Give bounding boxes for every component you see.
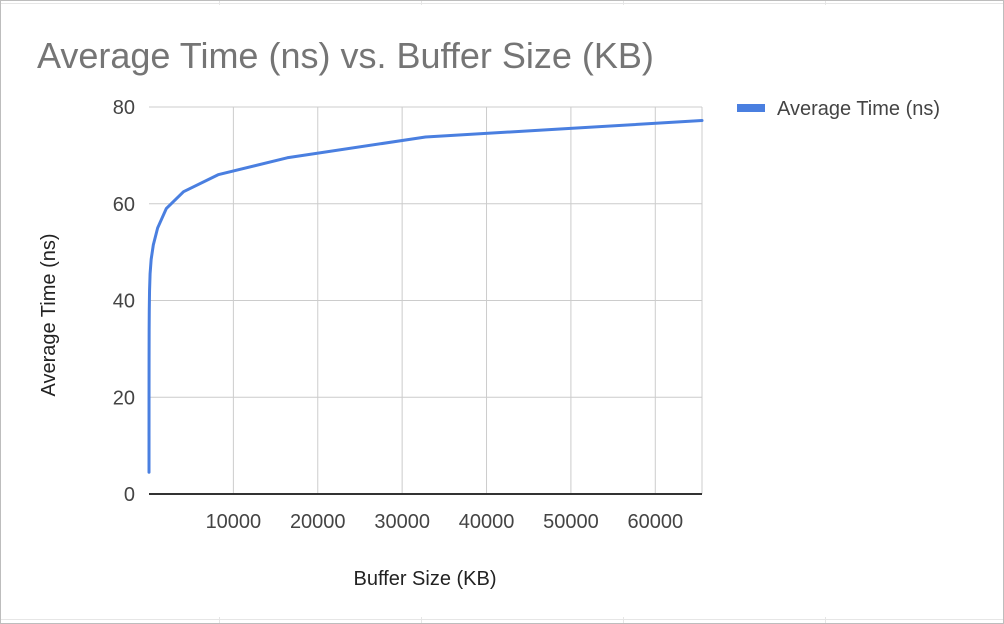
x-tick-label: 20000 (290, 511, 346, 533)
chart-legend[interactable]: Average Time (ns) (737, 98, 940, 120)
chart-card[interactable]: 0 20 40 60 80 10000 20000 30000 40000 50000 60000 … (5, 5, 999, 617)
x-tick-label: 40000 (459, 511, 515, 533)
y-tick-label: 0 (124, 484, 135, 506)
y-tick-label: 20 (113, 387, 135, 409)
series-line (147, 119, 704, 474)
y-axis-label: Average Time (ns) (38, 233, 60, 396)
y-tick-label: 80 (113, 97, 135, 119)
x-axis-label: Buffer Size (KB) (353, 568, 496, 590)
x-tick-label: 30000 (374, 511, 430, 533)
legend-swatch (737, 104, 765, 112)
y-tick-label: 40 (113, 291, 135, 313)
legend-label: Average Time (ns) (777, 98, 940, 120)
x-tick-label: 60000 (627, 511, 683, 533)
chart-title: Average Time (ns) vs. Buffer Size (KB) (37, 35, 654, 76)
y-tick-label: 60 (113, 194, 135, 216)
sheet-gridline (1, 3, 1003, 4)
chart-tick-labels: 0 20 40 60 80 10000 20000 30000 40000 50000 60000 (113, 97, 683, 533)
x-tick-label: 10000 (206, 511, 262, 533)
chart-gridlines (149, 106, 703, 494)
x-tick-label: 50000 (543, 511, 599, 533)
sheet-gridline (1, 619, 1003, 620)
chart-series (147, 119, 704, 474)
